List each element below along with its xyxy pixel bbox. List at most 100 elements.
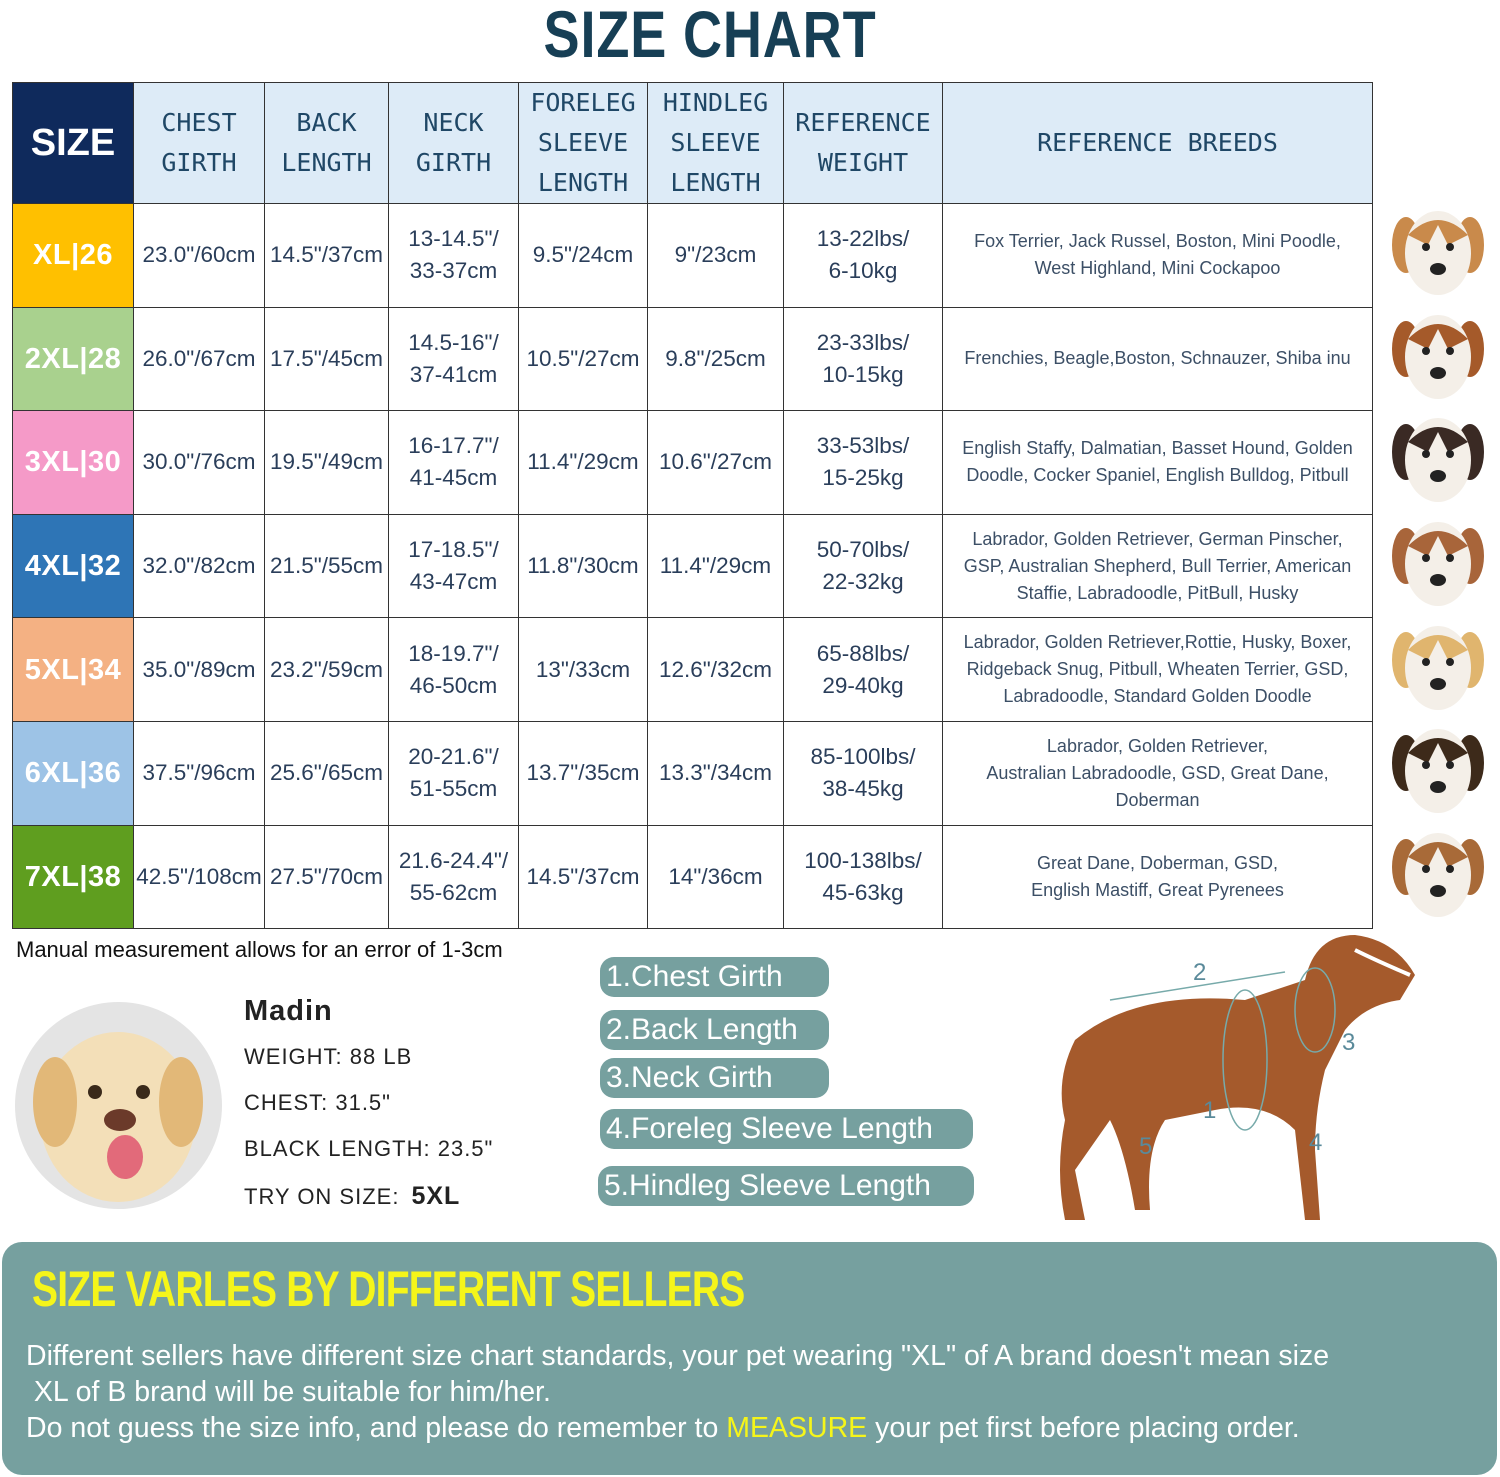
header-back-length: BACK LENGTH (264, 82, 389, 204)
cell-back: 27.5"/70cm (264, 824, 389, 930)
header-reference-weight: REFERENCE WEIGHT (783, 82, 943, 204)
example-info: Madin WEIGHT: 88 LB CHEST: 31.5" BLACK L… (244, 995, 493, 1231)
cell-back: 21.5"/55cm (264, 513, 389, 619)
cell-chest: 23.0"/60cm (133, 203, 265, 308)
cell-size: 2XL|28 (12, 306, 134, 412)
page-title: SIZE CHART (543, 0, 877, 71)
cell-weight: 33-53lbs/15-25kg (783, 410, 943, 515)
cell-neck: 14.5-16"/37-41cm (388, 306, 519, 412)
example-dog-photo (15, 1002, 222, 1209)
table-row: 2XL|28 26.0"/67cm 17.5"/45cm 14.5-16"/37-41… (12, 306, 1373, 412)
cell-foreleg: 13.7"/35cm (518, 720, 648, 826)
seller-warning-banner: SIZE VARLES BY DIFFERENT SELLERS Differe… (2, 1242, 1497, 1475)
cell-weight: 13-22lbs/6-10kg (783, 203, 943, 308)
cell-back: 23.2"/59cm (264, 617, 389, 722)
cell-weight: 23-33lbs/10-15kg (783, 306, 943, 412)
cell-breeds: Labrador, Golden Retriever,Rottie, Husky… (942, 617, 1373, 722)
cell-foreleg: 9.5"/24cm (518, 203, 648, 308)
header-chest-girth: CHEST GIRTH (133, 82, 265, 204)
cell-chest: 26.0"/67cm (133, 306, 265, 412)
cell-foreleg: 11.8"/30cm (518, 513, 648, 619)
dog-head-icon (1380, 408, 1495, 512)
header-neck-girth: NECK GIRTH (388, 82, 519, 204)
example-weight: WEIGHT: 88 LB (244, 1044, 413, 1069)
cell-neck: 13-14.5"/33-37cm (388, 203, 519, 308)
cell-size: 4XL|32 (12, 513, 134, 619)
cell-neck: 21.6-24.4"/55-62cm (388, 824, 519, 930)
cell-hindleg: 13.3"/34cm (647, 720, 784, 826)
cell-neck: 16-17.7"/41-45cm (388, 410, 519, 515)
cell-chest: 35.0"/89cm (133, 617, 265, 722)
measurement-note: Manual measurement allows for an error o… (16, 937, 503, 962)
cell-hindleg: 12.6"/32cm (647, 617, 784, 722)
table-row: 4XL|32 32.0"/82cm 21.5"/55cm 17-18.5"/43-47… (12, 513, 1373, 619)
cell-chest: 42.5"/108cm (133, 824, 265, 930)
dog-head-icon (1380, 305, 1495, 409)
diagram-label-3: 3 (1342, 1029, 1355, 1056)
measure-foreleg-sleeve: 4.Foreleg Sleeve Length (600, 1109, 973, 1149)
measure-neck-girth: 3.Neck Girth (600, 1058, 829, 1098)
cell-chest: 30.0"/76cm (133, 410, 265, 515)
cell-breeds: Labrador, Golden Retriever, German Pinsc… (942, 513, 1373, 619)
cell-neck: 18-19.7"/46-50cm (388, 617, 519, 722)
dog-head-icon (1380, 201, 1495, 305)
breed-photos (1380, 201, 1495, 926)
dog-head-icon (1380, 615, 1495, 719)
banner-title: SIZE VARLES BY DIFFERENT SELLERS (32, 1261, 745, 1317)
cell-foreleg: 11.4"/29cm (518, 410, 648, 515)
cell-weight: 65-88lbs/29-40kg (783, 617, 943, 722)
example-name: Madin (244, 995, 333, 1027)
dog-head-icon (1380, 512, 1495, 616)
cell-breeds: Labrador, Golden Retriever, Australian La… (942, 720, 1373, 826)
measure-hindleg-sleeve: 5.Hindleg Sleeve Length (598, 1166, 974, 1206)
table-row: 3XL|30 30.0"/76cm 19.5"/49cm 16-17.7"/41-45… (12, 410, 1373, 515)
table-row: XL|26 23.0"/60cm 14.5"/37cm 13-14.5"/33-37c… (12, 203, 1373, 308)
dog-head-icon (1380, 823, 1495, 927)
diagram-label-1: 1 (1203, 1097, 1216, 1124)
cell-size: 3XL|30 (12, 410, 134, 515)
cell-hindleg: 14"/36cm (647, 824, 784, 930)
cell-back: 19.5"/49cm (264, 410, 389, 515)
cell-back: 14.5"/37cm (264, 203, 389, 308)
cell-foreleg: 14.5"/37cm (518, 824, 648, 930)
cell-chest: 37.5"/96cm (133, 720, 265, 826)
header-reference-breeds: REFERENCE BREEDS (942, 82, 1373, 204)
example-length: BLACK LENGTH: 23.5" (244, 1136, 494, 1161)
measure-back-length: 2.Back Length (600, 1010, 829, 1050)
cell-weight: 50-70lbs/22-32kg (783, 513, 943, 619)
example-chest: CHEST: 31.5" (244, 1090, 391, 1115)
cell-foreleg: 10.5"/27cm (518, 306, 648, 412)
header-hindleg-sleeve-length: HINDLEG SLEEVE LENGTH (647, 82, 784, 204)
cell-hindleg: 11.4"/29cm (647, 513, 784, 619)
cell-size: 5XL|34 (12, 617, 134, 722)
cell-hindleg: 9.8"/25cm (647, 306, 784, 412)
cell-size: 7XL|38 (12, 824, 134, 930)
cell-breeds: Fox Terrier, Jack Russel, Boston, Mini P… (942, 203, 1373, 308)
cell-neck: 17-18.5"/43-47cm (388, 513, 519, 619)
cell-weight: 85-100lbs/38-45kg (783, 720, 943, 826)
diagram-label-2: 2 (1193, 959, 1206, 986)
cell-hindleg: 9"/23cm (647, 203, 784, 308)
table-row: 5XL|34 35.0"/89cm 23.2"/59cm 18-19.7"/46-50… (12, 617, 1373, 722)
cell-foreleg: 13"/33cm (518, 617, 648, 722)
dog-head-icon (1380, 719, 1495, 823)
cell-size: 6XL|36 (12, 720, 134, 826)
cell-breeds: English Staffy, Dalmatian, Basset Hound,… (942, 410, 1373, 515)
cell-chest: 32.0"/82cm (133, 513, 265, 619)
table-row: 6XL|36 37.5"/96cm 25.6"/65cm 20-21.6"/51-55… (12, 720, 1373, 826)
banner-text: Different sellers have different size ch… (26, 1340, 1330, 1444)
measure-chest-girth: 1.Chest Girth (600, 957, 829, 997)
table-row: 7XL|38 42.5"/108cm 27.5"/70cm 21.6-24.4"/55… (12, 824, 1373, 930)
cell-neck: 20-21.6"/51-55cm (388, 720, 519, 826)
header-size: SIZE (12, 82, 134, 204)
diagram-label-4: 4 (1309, 1129, 1322, 1156)
example-try-size: TRY ON SIZE: 5XL (244, 1182, 461, 1210)
cell-back: 17.5"/45cm (264, 306, 389, 412)
size-table: SIZE CHEST GIRTH BACK LENGTH NECK GIRTH FORELEG… (12, 82, 1373, 930)
cell-hindleg: 10.6"/27cm (647, 410, 784, 515)
header-foreleg-sleeve-length: FORELEG SLEEVE LENGTH (518, 82, 648, 204)
cell-breeds: Frenchies, Beagle,Boston, Schnauzer, Shi… (942, 306, 1373, 412)
diagram-label-5: 5 (1139, 1133, 1152, 1160)
dog-measurement-diagram: 2 3 1 4 5 (1060, 935, 1415, 1220)
cell-weight: 100-138lbs/45-63kg (783, 824, 943, 930)
